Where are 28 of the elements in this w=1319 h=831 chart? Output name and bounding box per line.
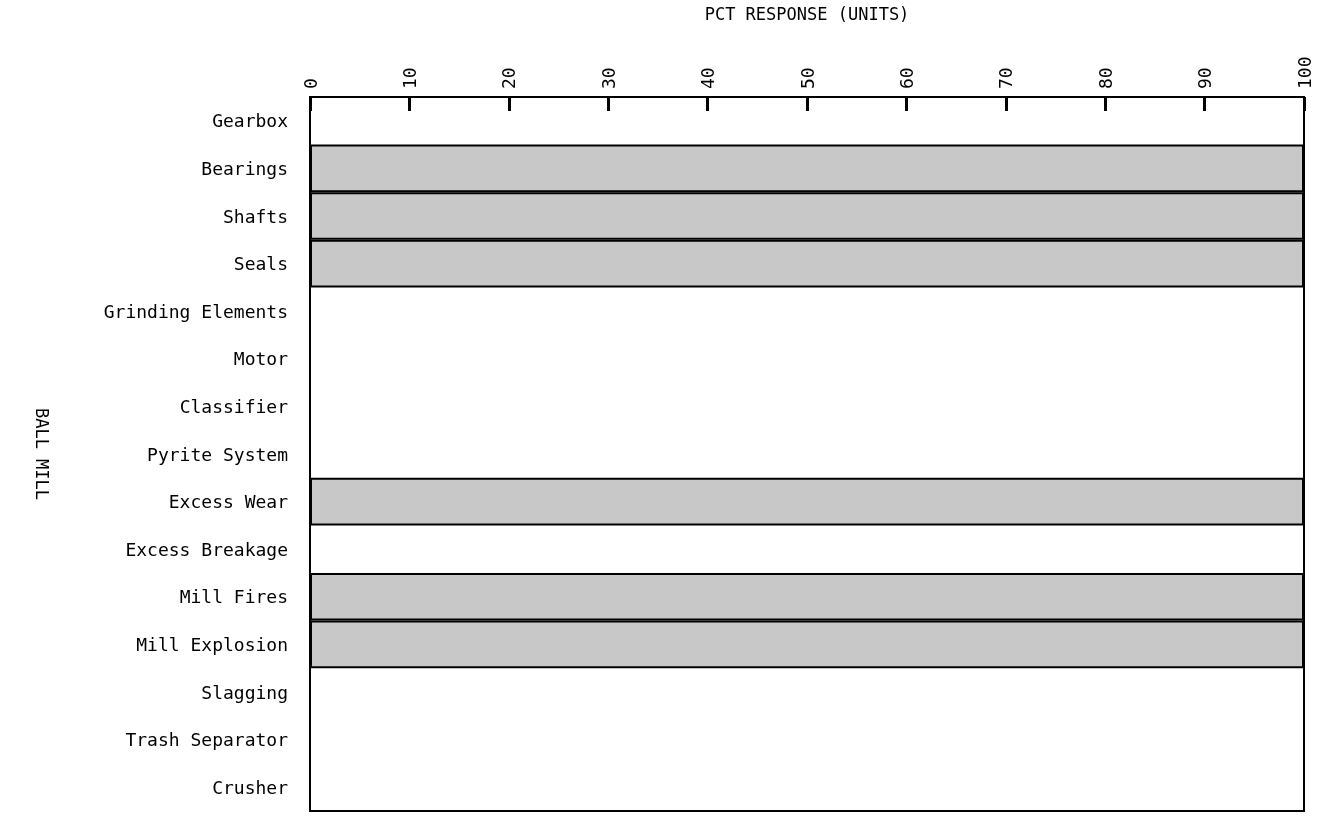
y-tick-label: Grinding Elements (103, 300, 288, 322)
y-tick-label: Shafts (222, 205, 288, 227)
y-tick-label: Mill Explosion (136, 633, 288, 655)
y-tick-label: Gearbox (212, 110, 289, 132)
y-tick-label: Seals (233, 253, 288, 275)
x-tick-label: 0 (299, 78, 321, 89)
x-tick-label: 100 (1293, 56, 1315, 89)
x-tick-label: 80 (1094, 67, 1116, 89)
x-tick-label: 20 (498, 67, 520, 89)
y-tick-label: Motor (233, 348, 289, 370)
y-tick-label: Trash Separator (125, 729, 289, 751)
y-tick-label: Mill Fires (179, 586, 288, 608)
y-tick-label: Pyrite System (147, 443, 288, 465)
x-tick-label: 90 (1194, 67, 1216, 89)
x-tick-label: 70 (995, 67, 1017, 89)
y-tick-label: Slagging (201, 681, 288, 703)
y-tick-label: Crusher (212, 776, 289, 798)
y-axis-title: BALL MILL (31, 407, 52, 501)
y-tick-label: Excess Wear (168, 491, 289, 513)
y-tick-label: Classifier (179, 395, 289, 417)
x-tick-label: 60 (895, 67, 917, 89)
y-tick-label: Bearings (201, 157, 288, 179)
x-tick-label: 40 (697, 67, 719, 89)
x-tick-label: 50 (796, 67, 818, 89)
x-tick-label: 30 (597, 67, 619, 89)
x-axis-title: PCT RESPONSE (UNITS) (704, 3, 910, 24)
x-tick-label: 10 (398, 67, 420, 89)
y-tick-label: Excess Breakage (125, 538, 288, 560)
